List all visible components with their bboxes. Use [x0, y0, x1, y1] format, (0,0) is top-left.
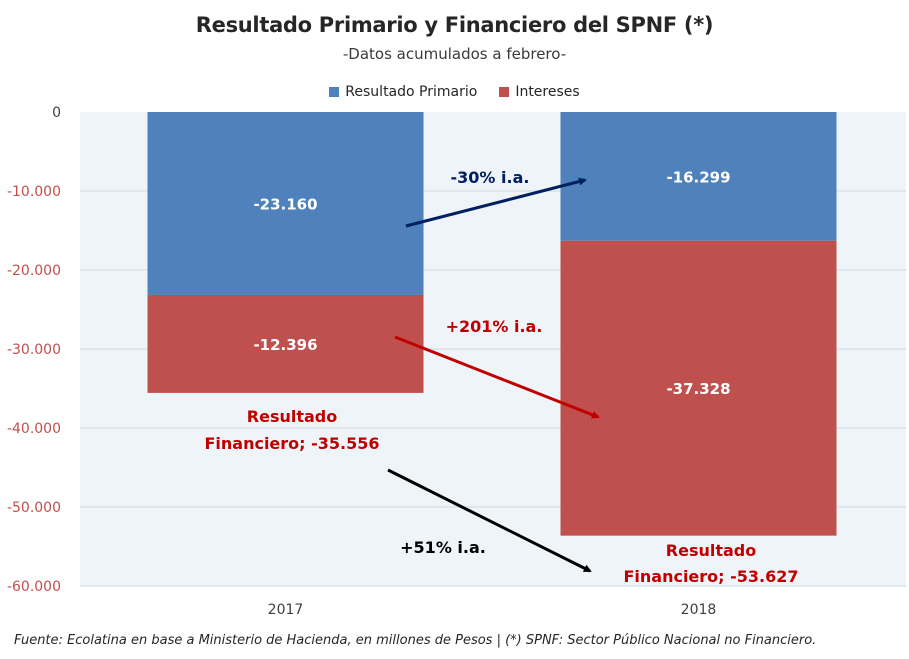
bars [147, 112, 837, 536]
y-tick-label: -60.000 [7, 579, 61, 595]
y-tick-label: -10.000 [7, 184, 61, 200]
total-label-2017-line1: Resultado [247, 407, 337, 426]
bar-intereses-2017[interactable] [147, 294, 424, 393]
legend: Resultado Primario Intereses [0, 84, 909, 100]
x-axis: 2017 2018 [268, 602, 717, 618]
total-label-2017-line2: Financiero; -35.556 [204, 434, 379, 453]
legend-swatch-resultado-primario [329, 87, 340, 97]
total-label-2018-line2: Financiero; -53.627 [623, 567, 798, 586]
y-tick-label: 0 [52, 105, 61, 121]
legend-label-intereses: Intereses [515, 84, 580, 100]
arrow-financiero [387, 468, 592, 573]
x-tick-label: 2017 [268, 602, 304, 618]
legend-label-resultado-primario: Resultado Primario [345, 84, 478, 100]
chart-subtitle: -Datos acumulados a febrero- [342, 45, 567, 63]
bar-value-label: -12.396 [253, 336, 317, 354]
bar-resultado-primario-2018[interactable] [560, 112, 837, 241]
arrow-intereses [394, 335, 600, 419]
legend-item-intereses[interactable]: Intereses [499, 84, 580, 100]
arrow-primario [405, 177, 587, 228]
y-tick-label: -40.000 [7, 421, 61, 437]
y-tick-label: -50.000 [7, 500, 61, 516]
source-footnote: Fuente: Ecolatina en base a Ministerio d… [14, 633, 817, 648]
legend-swatch-intereses [499, 87, 510, 97]
bar-labels: -23.160 -12.396 -16.299 -37.328 [253, 168, 730, 398]
legend-item-resultado-primario[interactable]: Resultado Primario [329, 84, 477, 100]
y-tick-label: -30.000 [7, 342, 61, 358]
bar-value-label: -23.160 [253, 195, 317, 213]
bar-intereses-2018[interactable] [560, 240, 837, 536]
annotation-financiero: +51% i.a. [400, 538, 486, 557]
x-tick-label: 2018 [681, 602, 717, 618]
bar-value-label: -16.299 [666, 168, 730, 186]
y-axis: 0 -10.000 -20.000 -30.000 -40.000 -50.000 -60.… [7, 105, 61, 595]
annotation-intereses: +201% i.a. [446, 317, 543, 336]
bar-value-label: -37.328 [666, 380, 730, 398]
bar-resultado-primario-2017[interactable] [147, 112, 424, 295]
total-label-2018-line1: Resultado [666, 541, 756, 560]
annotation-primario: -30% i.a. [451, 168, 530, 187]
y-tick-label: -20.000 [7, 263, 61, 279]
chart-title: Resultado Primario y Financiero del SPNF… [195, 13, 714, 37]
